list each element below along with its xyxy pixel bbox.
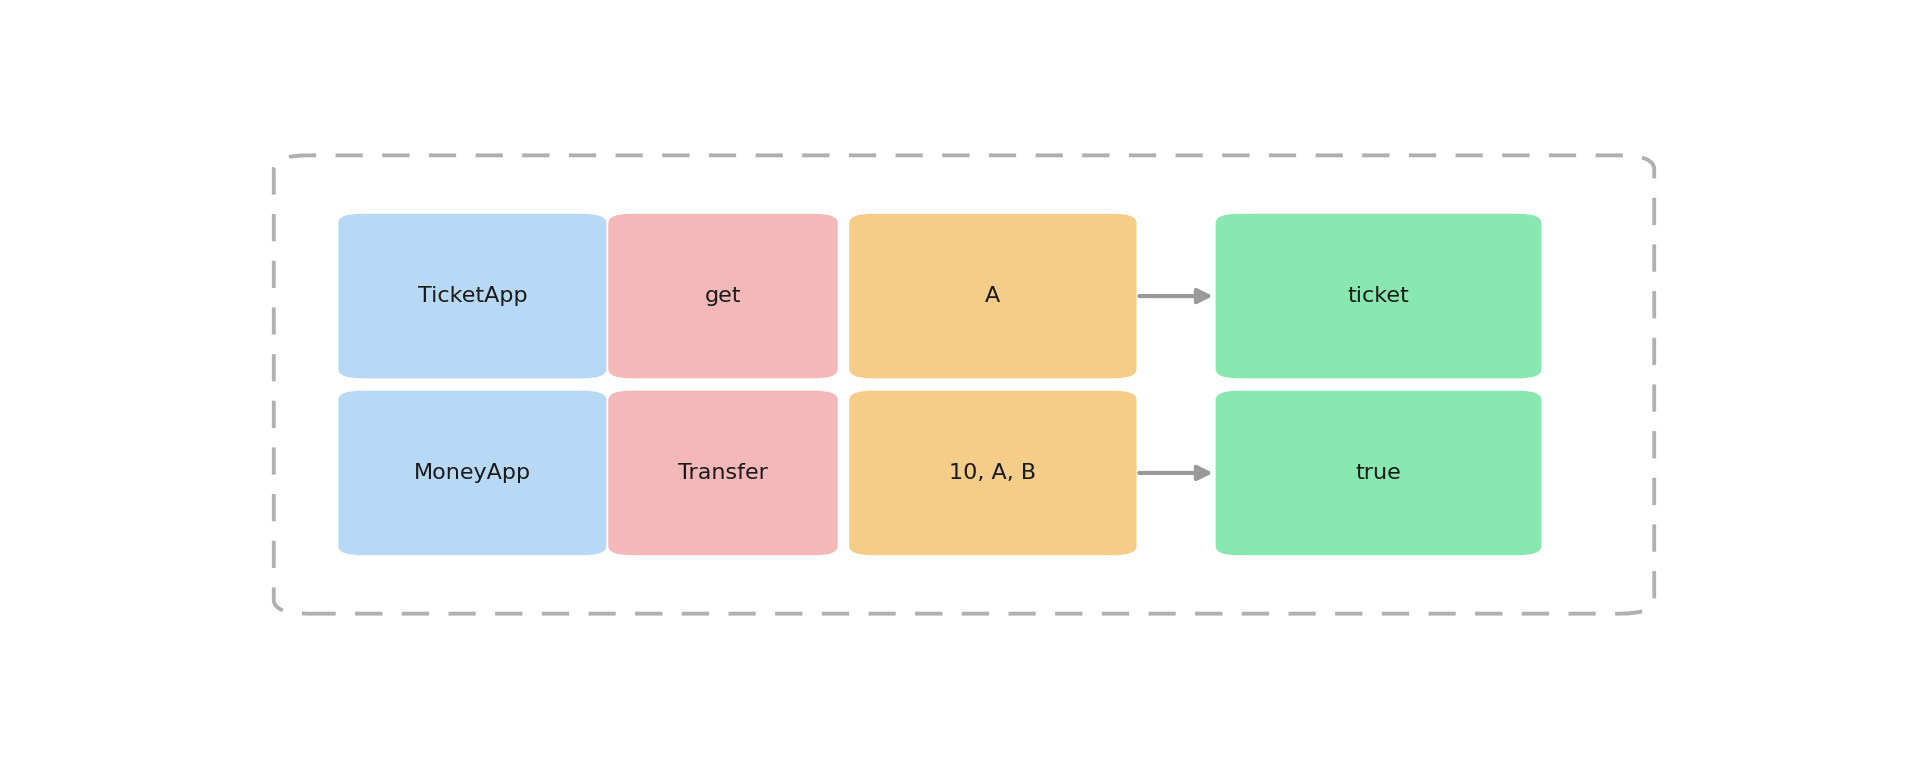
FancyBboxPatch shape [1215, 214, 1540, 378]
Text: true: true [1355, 463, 1402, 483]
FancyBboxPatch shape [848, 391, 1138, 555]
FancyBboxPatch shape [339, 214, 605, 378]
FancyBboxPatch shape [848, 214, 1138, 378]
FancyBboxPatch shape [609, 391, 837, 555]
FancyBboxPatch shape [339, 391, 605, 555]
Text: get: get [706, 286, 740, 306]
Text: ticket: ticket [1348, 286, 1409, 306]
Text: MoneyApp: MoneyApp [415, 463, 530, 483]
FancyBboxPatch shape [274, 155, 1654, 614]
FancyBboxPatch shape [609, 214, 837, 378]
Text: TicketApp: TicketApp [418, 286, 526, 306]
Text: Transfer: Transfer [679, 463, 767, 483]
Text: A: A [985, 286, 1001, 306]
FancyBboxPatch shape [1215, 391, 1540, 555]
Text: 10, A, B: 10, A, B [949, 463, 1037, 483]
